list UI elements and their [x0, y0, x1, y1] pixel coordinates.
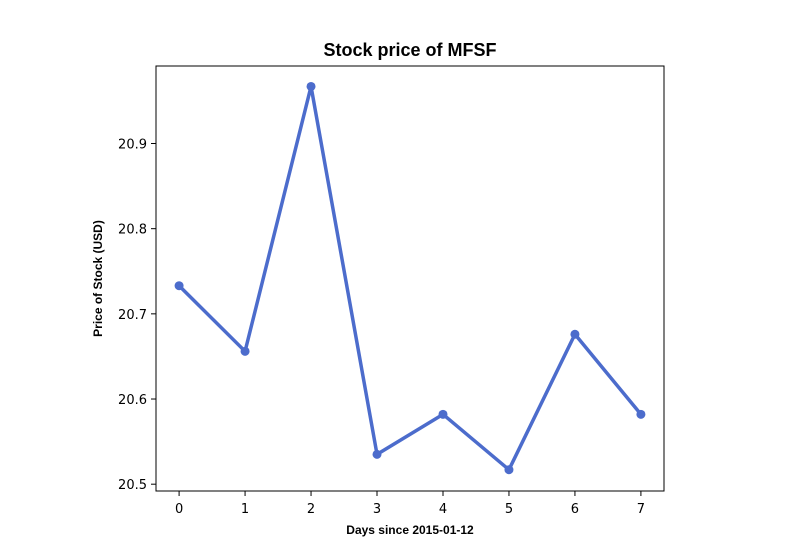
y-tick-label: 20.8 — [118, 223, 147, 238]
y-tick-label: 20.6 — [118, 393, 147, 408]
data-point — [636, 409, 646, 419]
data-point — [570, 329, 580, 339]
y-axis: 20.5 20.6 20.7 20.8 20.9 — [118, 138, 156, 493]
chart-title: Stock price of MFSF — [323, 40, 496, 60]
x-tick-label: 2 — [307, 502, 315, 517]
x-tick-label: 7 — [637, 502, 645, 517]
data-point — [240, 346, 250, 356]
y-tick-label: 20.5 — [118, 478, 147, 493]
x-axis-label: Days since 2015-01-12 — [346, 523, 474, 537]
x-axis: 0 1 2 3 4 5 6 7 — [175, 491, 645, 517]
x-tick-label: 6 — [571, 502, 579, 517]
data-point — [306, 81, 316, 91]
data-point — [504, 465, 514, 475]
x-tick-label: 3 — [373, 502, 381, 517]
y-tick-label: 20.9 — [118, 138, 147, 153]
plot-area — [155, 65, 665, 492]
x-tick-label: 1 — [241, 502, 249, 517]
data-point — [372, 449, 382, 459]
x-tick-label: 4 — [439, 502, 447, 517]
y-axis-label: Price of Stock (USD) — [91, 220, 105, 337]
x-tick-label: 5 — [505, 502, 513, 517]
data-point — [438, 409, 448, 419]
series-layer — [174, 81, 646, 475]
data-point — [174, 281, 184, 291]
series-line — [177, 84, 643, 472]
x-tick-label: 0 — [175, 502, 183, 517]
y-tick-label: 20.7 — [118, 308, 147, 323]
